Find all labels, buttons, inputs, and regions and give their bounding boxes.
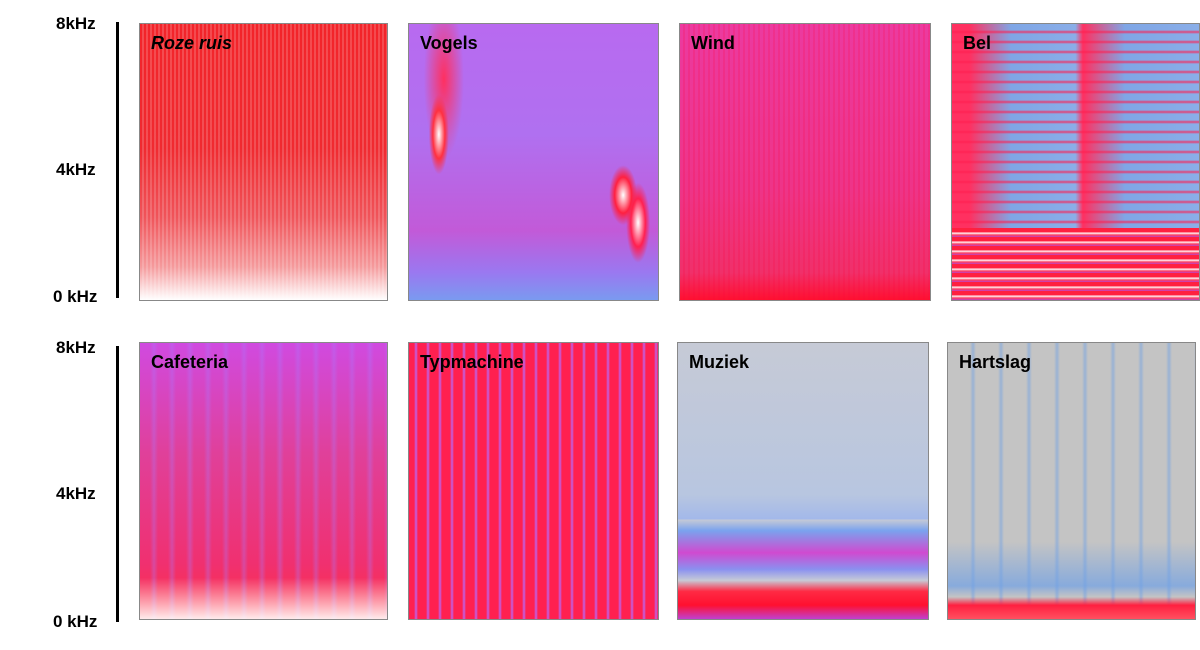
axis-bottom-label-row2: 0 kHz — [53, 612, 98, 631]
axis-mid-label-row1: 4kHz — [56, 160, 96, 179]
bel-low-band — [952, 228, 1199, 300]
panel-title: Cafeteria — [151, 352, 229, 372]
spectrogram-vogels: Vogels — [408, 23, 659, 301]
panel-title: Wind — [691, 33, 735, 53]
spectrogram-typmachine: Typmachine — [408, 342, 659, 620]
panel-title: Typmachine — [420, 352, 524, 372]
axis-mid-label-row2: 4kHz — [56, 484, 96, 503]
axis-line-row2 — [116, 346, 119, 622]
panel-title: Muziek — [689, 352, 750, 372]
panel-title: Bel — [963, 33, 992, 53]
spectrogram-hartslag: Hartslag — [947, 342, 1196, 620]
spectrogram-wind: Wind — [679, 23, 931, 301]
axis-bottom-label-row1: 0 kHz — [53, 287, 98, 306]
axis-line-row1 — [116, 22, 119, 298]
spectrogram-muziek: Muziek — [677, 342, 929, 620]
axis-top-label-row1: 8kHz — [56, 14, 96, 33]
spectrogram-bel: Bel — [951, 23, 1200, 301]
panel-title: Roze ruis — [151, 33, 233, 53]
panel-title: Vogels — [420, 33, 478, 53]
spectrogram-roze-ruis: Roze ruis — [139, 23, 388, 301]
panel-title: Hartslag — [959, 352, 1032, 372]
axis-top-label-row2: 8kHz — [56, 338, 96, 357]
spectrogram-cafeteria: Cafeteria — [139, 342, 388, 620]
